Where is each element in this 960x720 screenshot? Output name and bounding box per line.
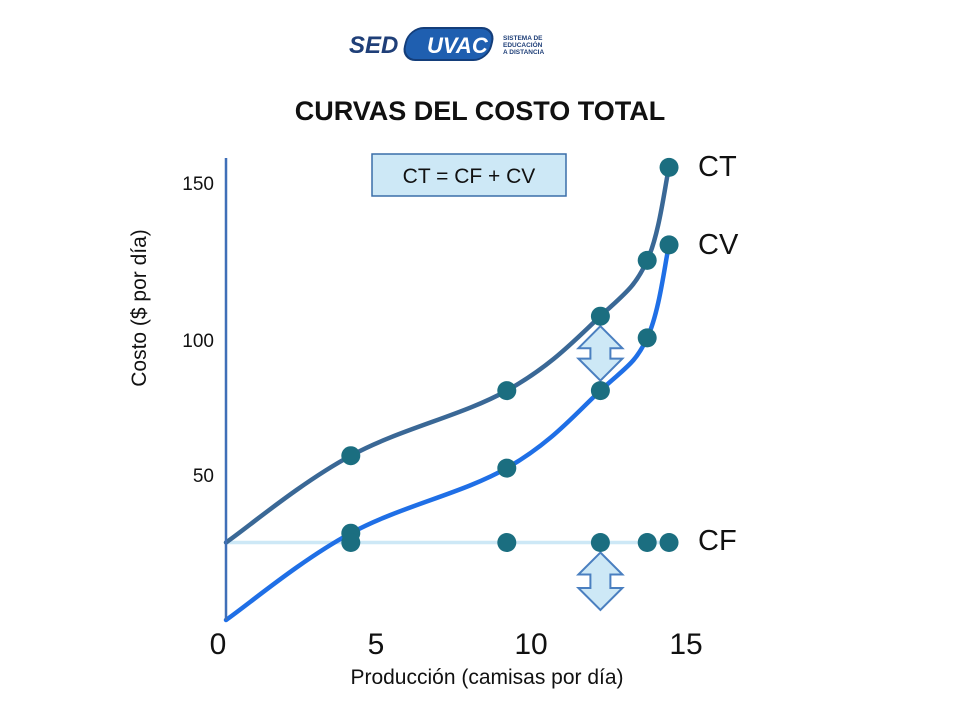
data-point-cv-4 — [637, 328, 657, 348]
equation-box: CT = CF + CV — [371, 153, 567, 197]
data-point-ct-4 — [637, 250, 657, 270]
data-point-cf-4 — [637, 533, 657, 552]
y-tick-50: 50 — [193, 466, 214, 487]
x-tick-0: 0 — [210, 628, 227, 661]
x-tick-10: 10 — [514, 628, 547, 661]
y-tick-100: 100 — [182, 331, 214, 352]
series-label-cf: CF — [698, 525, 737, 557]
series-label-ct: CT — [698, 151, 737, 183]
seduvac-logo: SED UVAC SISTEMA DE EDUCACIÓN A DISTANCI… — [345, 27, 544, 61]
svg-text:SISTEMA DE: SISTEMA DE — [503, 35, 543, 42]
y-axis-label: Costo ($ por día) — [128, 229, 151, 387]
data-point-cv-3 — [590, 381, 610, 401]
data-point-cf-3 — [590, 533, 610, 552]
data-point-cv-5 — [659, 235, 679, 255]
x-axis-label: Producción (camisas por día) — [350, 666, 623, 689]
svg-text:EDUCACIÓN: EDUCACIÓN — [503, 40, 543, 49]
x-tick-15: 15 — [669, 628, 702, 661]
equation-label: CT = CF + CV — [403, 165, 536, 188]
double-arrow-1 — [575, 551, 625, 612]
data-point-cf-5 — [659, 533, 679, 552]
chart-title: CURVAS DEL COSTO TOTAL — [294, 96, 666, 126]
data-point-ct-1 — [341, 446, 361, 466]
data-point-cf-1 — [341, 533, 361, 552]
data-point-ct-3 — [590, 306, 610, 326]
logo-uvac-text: UVAC — [427, 33, 489, 58]
y-tick-150: 150 — [182, 174, 214, 195]
logo-sed-text: SED — [349, 32, 398, 59]
svg-text:A DISTANCIA: A DISTANCIA — [503, 49, 544, 56]
double-arrow-0 — [575, 324, 625, 383]
data-point-ct-5 — [659, 157, 679, 177]
data-point-ct-2 — [497, 381, 517, 401]
data-point-cv-2 — [497, 458, 517, 478]
x-tick-5: 5 — [368, 628, 385, 661]
data-point-cf-2 — [497, 533, 517, 552]
series-label-cv: CV — [698, 229, 739, 261]
